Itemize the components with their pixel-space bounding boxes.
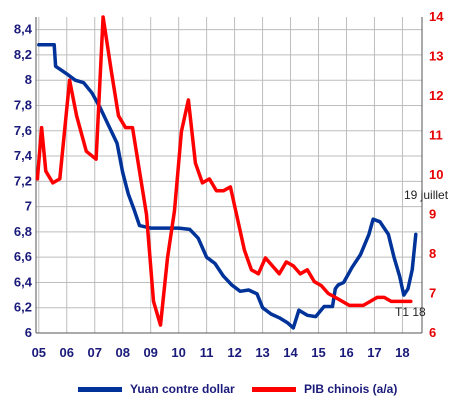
y-left-tick-label: 8,2 — [14, 47, 32, 62]
series-line-yuan — [37, 43, 418, 330]
annotation-quarter-label: T1 18 — [395, 305, 426, 319]
x-tick-label: 06 — [60, 345, 74, 360]
x-tick-label: 17 — [367, 345, 381, 360]
legend-label-gdp: PIB chinois (a/a) — [304, 382, 398, 396]
series-layer — [35, 15, 418, 330]
axes-layer — [35, 17, 423, 334]
x-tick-label: 08 — [115, 345, 129, 360]
grid-layer — [36, 17, 422, 334]
x-tick-label: 05 — [32, 345, 46, 360]
legend-swatch-gdp — [252, 386, 296, 392]
annotation-date-label: 19 juillet — [404, 188, 449, 202]
y-left-tick-label: 8,4 — [14, 22, 33, 37]
y-left-tick-label: 6 — [25, 325, 32, 340]
y-left-tick-label: 6,6 — [14, 249, 32, 264]
y-right-tick-label: 9 — [429, 207, 436, 222]
x-tick-label: 15 — [311, 345, 325, 360]
y-left-tick-label: 7,2 — [14, 173, 32, 188]
y-right-tick-label: 10 — [429, 167, 443, 182]
y-left-tick-label: 6,2 — [14, 300, 32, 315]
x-tick-label: 11 — [200, 345, 214, 360]
series-line-gdp — [35, 15, 413, 327]
x-tick-label: 16 — [339, 345, 353, 360]
y-right-tick-label: 11 — [429, 128, 443, 143]
x-tick-label: 18 — [395, 345, 409, 360]
dual-axis-line-chart: 6 6,2 6,4 6,6 6,8 7 7,2 7,4 7,6 7,8 8 8,2 8,4 6 7 8 9 10 1… — [14, 9, 449, 360]
y-left-tick-label: 6,8 — [14, 224, 32, 239]
y-left-tick-label: 7,4 — [14, 148, 33, 163]
x-tick-label: 12 — [227, 345, 241, 360]
y-right-tick-label: 12 — [429, 88, 443, 103]
x-tick-label: 10 — [171, 345, 185, 360]
y-right-tick-label: 8 — [429, 246, 436, 261]
y-right-tick-label: 13 — [429, 49, 443, 64]
x-tick-label: 07 — [88, 345, 102, 360]
x-tick-label: 13 — [255, 345, 269, 360]
x-tick-label: 14 — [283, 345, 298, 360]
y-right-tick-label: 7 — [429, 286, 436, 301]
y-right-tick-label: 14 — [429, 9, 444, 24]
legend-label-yuan: Yuan contre dollar — [130, 382, 235, 396]
x-tick-label: 09 — [143, 345, 157, 360]
y-left-tick-label: 7 — [25, 199, 32, 214]
annotation-layer: 19 juillet T1 18 — [395, 188, 449, 319]
y-left-tick-label: 8 — [25, 72, 32, 87]
y-left-tick-label: 7,6 — [14, 123, 32, 138]
y-right-tick-label: 6 — [429, 325, 436, 340]
legend-item-gdp: PIB chinois (a/a) — [252, 382, 397, 396]
y-left-tick-label: 7,8 — [14, 97, 32, 112]
y-left-tick-label: 6,4 — [14, 274, 33, 289]
legend: Yuan contre dollar PIB chinois (a/a) — [0, 376, 460, 406]
legend-swatch-yuan — [78, 386, 122, 392]
legend-item-yuan: Yuan contre dollar — [78, 382, 235, 396]
ticks-layer: 6 6,2 6,4 6,6 6,8 7 7,2 7,4 7,6 7,8 8 8,2 8,4 6 7 8 9 10 1… — [14, 9, 444, 360]
